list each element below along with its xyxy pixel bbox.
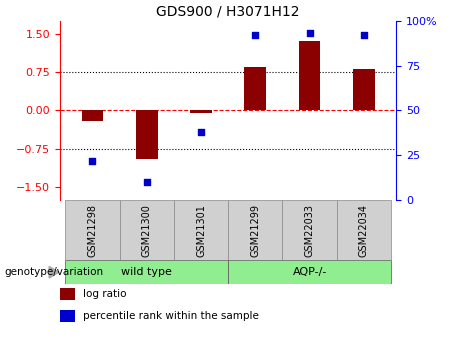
Text: wild type: wild type	[121, 267, 172, 277]
Bar	[65, 260, 228, 284]
Text: percentile rank within the sample: percentile rank within the sample	[83, 311, 260, 321]
Point	[143, 179, 150, 185]
Text: GSM22034: GSM22034	[359, 204, 369, 257]
Text: AQP-/-: AQP-/-	[292, 267, 327, 277]
Bar	[283, 200, 337, 260]
Title: GDS900 / H3071H12: GDS900 / H3071H12	[156, 4, 300, 18]
Bar	[244, 67, 266, 110]
Bar	[353, 69, 375, 110]
Text: GSM22033: GSM22033	[305, 204, 314, 257]
Point	[252, 32, 259, 38]
Text: GSM21300: GSM21300	[142, 204, 152, 257]
Bar	[136, 110, 158, 159]
Point	[89, 158, 96, 164]
Point	[197, 129, 205, 135]
Bar	[174, 200, 228, 260]
Point	[306, 30, 313, 36]
Bar	[60, 310, 75, 322]
Bar	[228, 260, 391, 284]
Bar	[337, 200, 391, 260]
Text: GSM21299: GSM21299	[250, 204, 260, 257]
Bar	[190, 110, 212, 113]
Bar	[299, 41, 320, 110]
Text: log ratio: log ratio	[83, 289, 127, 299]
Bar	[60, 288, 75, 300]
Bar	[65, 200, 120, 260]
Text: GSM21301: GSM21301	[196, 204, 206, 257]
Text: genotype/variation: genotype/variation	[5, 267, 104, 277]
Bar	[120, 200, 174, 260]
Bar	[82, 110, 103, 121]
Bar	[228, 200, 283, 260]
Text: GSM21298: GSM21298	[88, 204, 97, 257]
Point	[360, 32, 367, 38]
Polygon shape	[49, 266, 59, 278]
